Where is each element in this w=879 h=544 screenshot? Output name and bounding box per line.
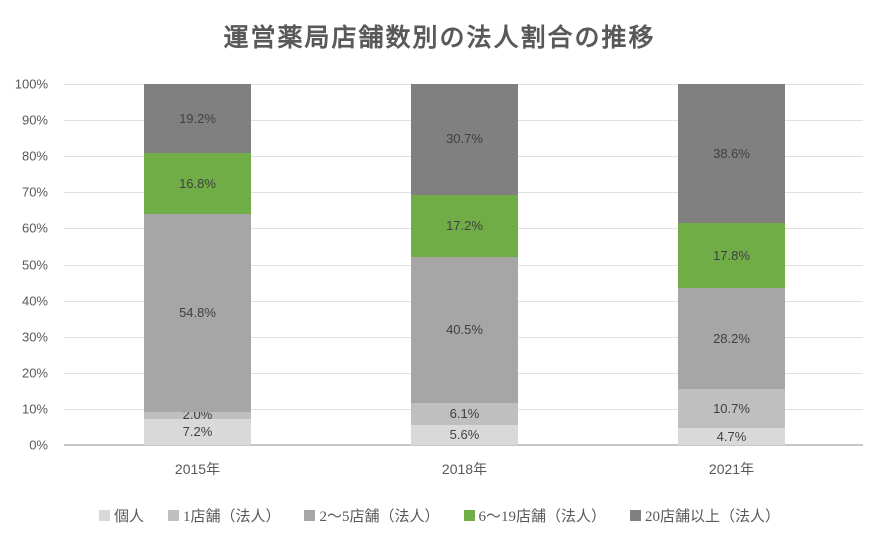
- y-axis-tick-label: 40%: [21, 293, 48, 309]
- x-axis-tick-label: 2015年: [174, 461, 221, 477]
- y-axis-tick-label: 20%: [21, 365, 48, 381]
- data-label: 6.1%: [449, 405, 480, 421]
- bar-segment: 2.0%: [144, 408, 251, 422]
- legend-marker: [98, 510, 110, 521]
- bar-stack: 7.2% 2.0% 54.8% 16.8% 19.2%: [144, 84, 251, 445]
- y-axis-tick-label: 80%: [21, 148, 48, 164]
- y-axis-tick-label: 100%: [14, 76, 48, 92]
- legend-label: 1店舗（法人）: [182, 509, 281, 525]
- bar-segment: 6.1%: [411, 402, 518, 425]
- y-axis-tick-label: 30%: [21, 329, 48, 345]
- legend-item: 1店舗（法人）: [167, 505, 281, 526]
- x-axis-tick-label: 2018年: [441, 461, 488, 477]
- plot-area: 7.2% 2.0% 54.8% 16.8% 19.2% 5.6% 6.1% 40.5% 17.2…: [64, 84, 863, 446]
- bar-segment: 28.2%: [678, 287, 785, 390]
- legend-label: 6〜19店舗（法人）: [478, 509, 607, 525]
- data-label: 17.8%: [713, 247, 750, 263]
- chart-title: 運営薬局店舗数別の法人割合の推移: [223, 25, 656, 52]
- data-label: 16.8%: [179, 175, 216, 191]
- bar-segment: 40.5%: [411, 256, 518, 403]
- bar-stack: 4.7% 10.7% 28.2% 17.8% 38.6%: [678, 84, 785, 445]
- bar-segment: 30.7%: [411, 84, 518, 195]
- bar-segment: 16.8%: [144, 153, 251, 214]
- legend-item: 6〜19店舗（法人）: [463, 505, 607, 526]
- bar-segment: 5.6%: [411, 424, 518, 445]
- bar-segment: 10.7%: [678, 389, 785, 429]
- data-label: 19.2%: [179, 110, 216, 126]
- legend-label: 個人: [113, 509, 144, 525]
- data-label: 4.7%: [716, 428, 747, 444]
- y-axis-tick-label: 0%: [29, 437, 48, 453]
- data-label: 10.7%: [713, 400, 750, 416]
- y-axis-tick-label: 90%: [21, 112, 48, 128]
- x-axis-tick-label: 2021年: [708, 461, 755, 477]
- x-axis-line: [64, 444, 863, 446]
- data-label: 30.7%: [446, 131, 483, 147]
- data-label: 17.2%: [446, 217, 483, 233]
- data-label: 28.2%: [713, 330, 750, 346]
- legend-marker: [304, 510, 316, 521]
- bar-stack: 5.6% 6.1% 40.5% 17.2% 30.7%: [411, 84, 518, 445]
- bar-segment: 7.2%: [144, 419, 251, 445]
- data-label: 38.6%: [713, 145, 750, 161]
- bar-segment: 54.8%: [144, 213, 251, 412]
- data-label: 5.6%: [449, 426, 480, 442]
- y-axis-tick-label: 60%: [21, 220, 48, 236]
- bar-segment: 4.7%: [678, 428, 785, 445]
- legend-item: 2〜5店舗（法人）: [304, 505, 440, 526]
- legend-item: 20店舗以上（法人）: [630, 505, 780, 526]
- bar-segment: 17.2%: [411, 194, 518, 257]
- bar-segment: 19.2%: [144, 84, 251, 154]
- legend: 個人 1店舗（法人） 2〜5店舗（法人） 6〜19店舗（法人） 20店舗以上（法人）: [0, 505, 879, 526]
- legend-label: 20店舗以上（法人）: [645, 509, 781, 525]
- legend-item: 個人: [98, 505, 144, 526]
- y-axis-tick-label: 50%: [21, 257, 48, 272]
- legend-marker: [167, 510, 179, 521]
- y-axis-tick-label: 10%: [21, 401, 48, 417]
- legend-marker: [463, 510, 475, 521]
- legend-marker: [630, 510, 642, 521]
- data-label: 40.5%: [446, 321, 483, 337]
- bar-segment: 38.6%: [678, 84, 785, 224]
- data-label: 7.2%: [182, 424, 213, 439]
- data-label: 54.8%: [179, 304, 216, 320]
- bar-segment: 17.8%: [678, 223, 785, 288]
- y-axis-tick-label: 70%: [21, 184, 48, 200]
- legend-label: 2〜5店舗（法人）: [319, 509, 440, 525]
